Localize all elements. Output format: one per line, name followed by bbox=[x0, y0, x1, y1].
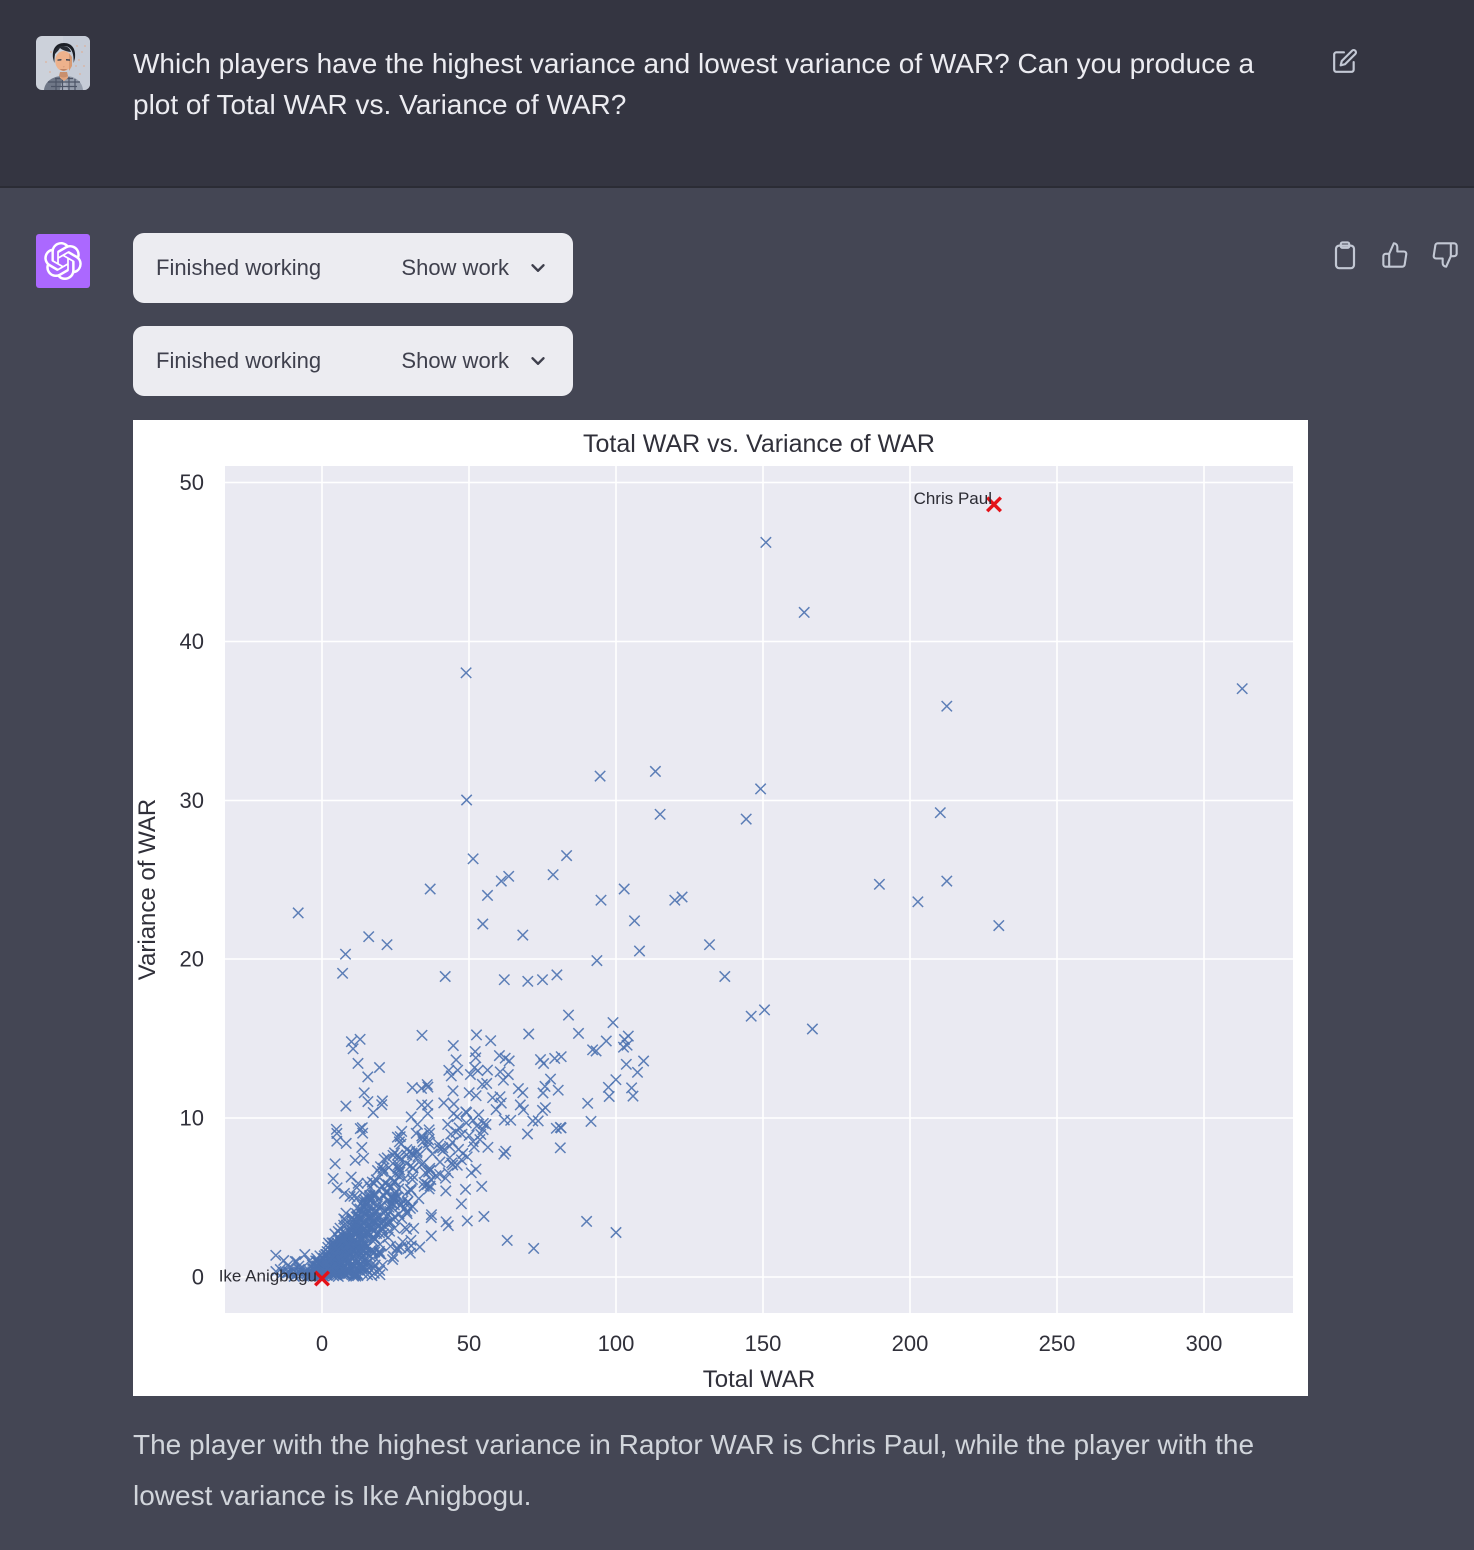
svg-text:20: 20 bbox=[180, 947, 204, 972]
svg-text:50: 50 bbox=[180, 470, 204, 495]
svg-text:Ike Anigbogu: Ike Anigbogu bbox=[219, 1267, 317, 1286]
svg-text:100: 100 bbox=[598, 1331, 635, 1356]
svg-text:Total WAR: Total WAR bbox=[703, 1366, 815, 1393]
svg-text:0: 0 bbox=[192, 1265, 204, 1290]
svg-text:Chris Paul: Chris Paul bbox=[914, 489, 992, 508]
svg-text:150: 150 bbox=[745, 1331, 782, 1356]
svg-text:300: 300 bbox=[1186, 1331, 1223, 1356]
svg-text:40: 40 bbox=[180, 629, 204, 654]
svg-text:Total WAR vs. Variance of WAR: Total WAR vs. Variance of WAR bbox=[583, 430, 935, 458]
svg-text:Variance of WAR: Variance of WAR bbox=[134, 799, 161, 980]
svg-text:30: 30 bbox=[180, 788, 204, 813]
svg-text:250: 250 bbox=[1039, 1331, 1076, 1356]
svg-text:50: 50 bbox=[457, 1331, 481, 1356]
svg-text:200: 200 bbox=[892, 1331, 929, 1356]
svg-text:0: 0 bbox=[316, 1331, 328, 1356]
svg-text:10: 10 bbox=[180, 1106, 204, 1131]
